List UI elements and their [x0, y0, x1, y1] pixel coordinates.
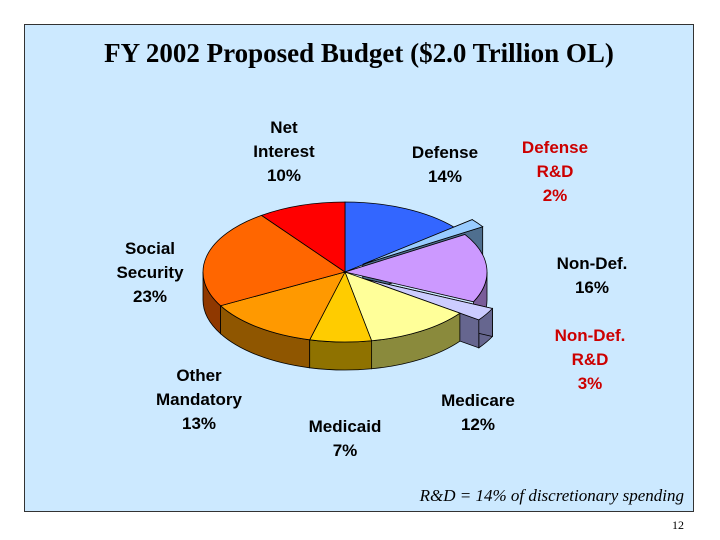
chart-title: FY 2002 Proposed Budget ($2.0 Trillion O…	[104, 38, 614, 68]
slice-defense-rd	[362, 219, 484, 265]
slice-non-def-rd	[363, 278, 494, 321]
slice-non-def	[343, 234, 488, 303]
label-medicare: Medicare 12%	[441, 391, 515, 434]
label-defense: Defense 14%	[411, 143, 479, 186]
label-defense-rd: Defense R&D 2%	[521, 138, 589, 205]
slice-social-security	[202, 214, 346, 307]
label-other-mandatory: Other Mandatory 13%	[156, 366, 242, 433]
slice-net-interest	[260, 201, 346, 273]
footnote: R&D = 14% of discretionary spending	[419, 486, 684, 505]
label-non-def-rd: Non-Def. R&D 3%	[554, 326, 626, 393]
slice-defense	[344, 201, 456, 273]
label-net-interest: Net Interest 10%	[253, 118, 315, 185]
side-medicaid	[309, 339, 373, 371]
label-medicaid: Medicaid 7%	[308, 417, 382, 460]
slice-other-mandatory	[219, 271, 346, 341]
page-number: 12	[672, 518, 684, 532]
slice-medicare	[344, 271, 461, 342]
label-social-security: Social Security 23%	[116, 239, 184, 306]
label-non-def: Non-Def. 16%	[556, 254, 628, 297]
